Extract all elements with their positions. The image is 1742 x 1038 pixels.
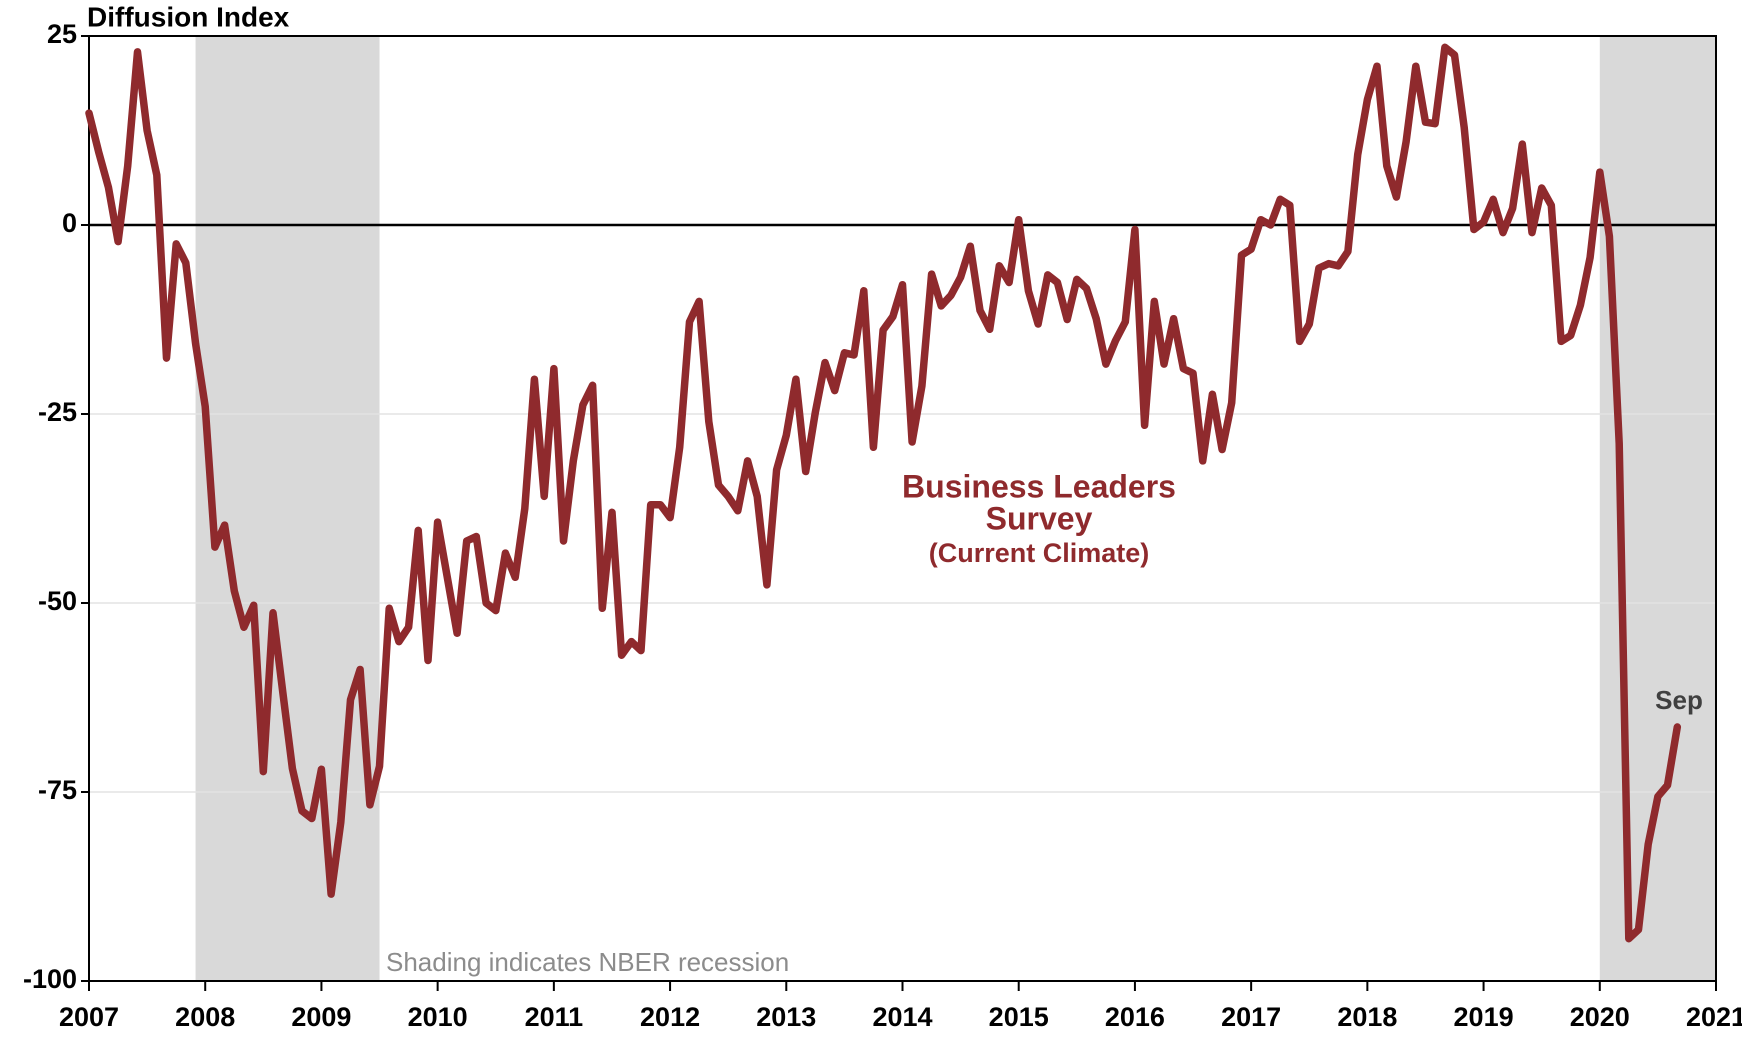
x-tick-label: 2012 (640, 1002, 700, 1032)
x-tick-label: 2021 (1686, 1002, 1742, 1032)
x-tick-label: 2008 (175, 1002, 235, 1032)
y-tick-label: 0 (62, 208, 77, 238)
x-tick-label: 2013 (756, 1002, 816, 1032)
plot-frame (88, 35, 1717, 982)
y-tick-label: 25 (47, 19, 77, 49)
recession-shade (195, 36, 380, 981)
data-line (85, 43, 1682, 943)
y-axis-label: Diffusion Index (87, 1, 290, 32)
x-tick-label: 2015 (989, 1002, 1049, 1032)
x-tick-label: 2019 (1454, 1002, 1514, 1032)
x-tick-label: 2009 (291, 1002, 351, 1032)
x-tick-label: 2010 (408, 1002, 468, 1032)
annotation: Business Leaders (902, 468, 1176, 504)
x-tick-label: 2017 (1221, 1002, 1281, 1032)
annotation: Survey (986, 500, 1093, 536)
x-tick-label: 2014 (872, 1002, 932, 1032)
x-tick-label: 2018 (1337, 1002, 1397, 1032)
y-tick-label: -50 (38, 586, 77, 616)
annotation: Sep (1655, 685, 1703, 715)
x-tick-label: 2007 (59, 1002, 119, 1032)
annotation: Shading indicates NBER recession (386, 947, 789, 977)
x-tick-label: 2011 (525, 1002, 584, 1032)
y-tick-label: -25 (38, 397, 77, 427)
y-tick-label: -75 (38, 775, 77, 805)
x-tick-label: 2020 (1570, 1002, 1630, 1032)
x-tick-label: 2016 (1105, 1002, 1165, 1032)
annotation: (Current Climate) (929, 538, 1150, 568)
y-tick-label: -100 (23, 964, 77, 994)
